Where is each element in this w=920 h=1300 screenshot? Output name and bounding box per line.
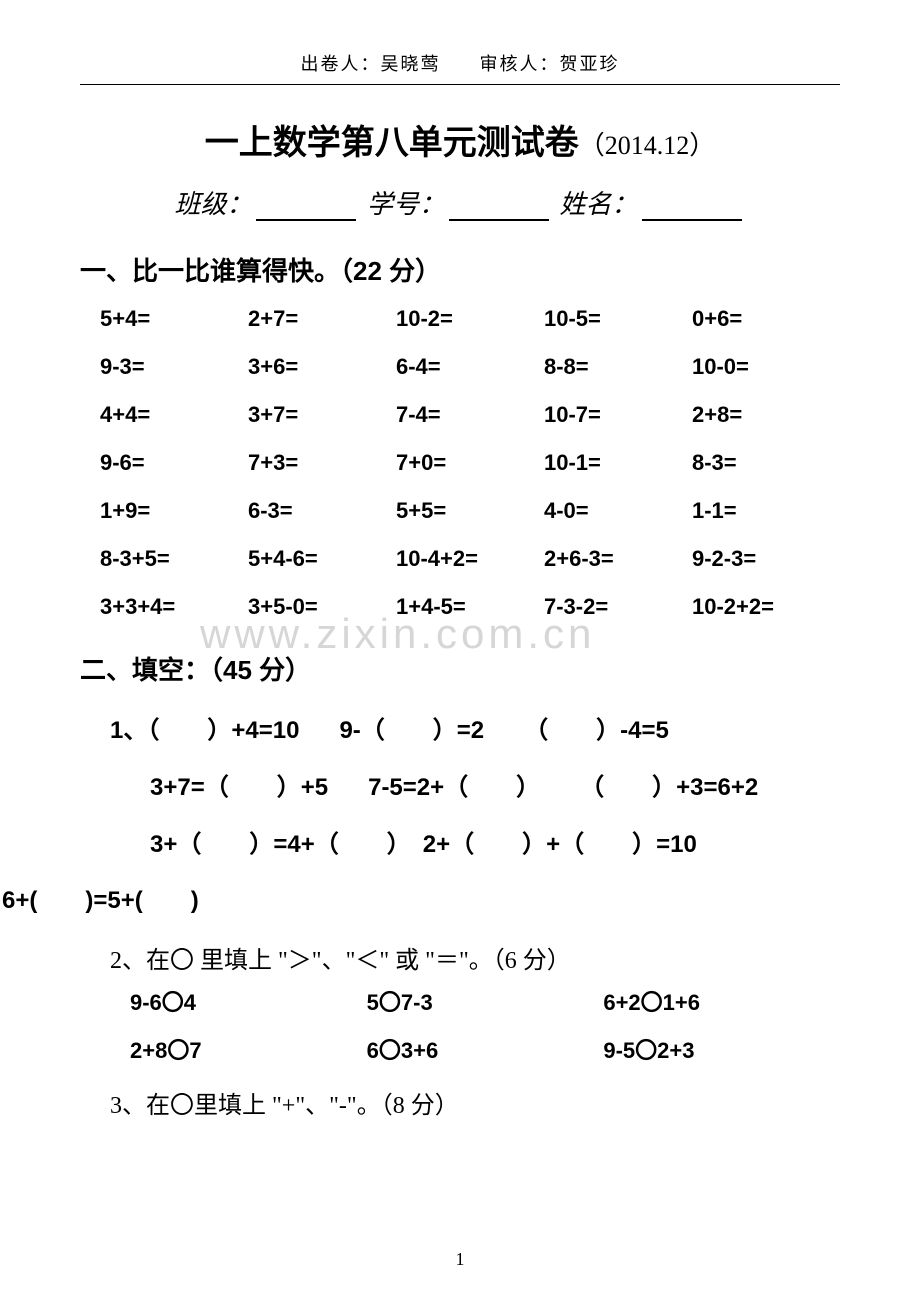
comp-item: 5〇7-3 xyxy=(367,985,604,1017)
q1-r2-2: 7-5=2+（ ） xyxy=(368,762,540,815)
title-row: 一上数学第八单元测试卷（2014.12） xyxy=(80,115,840,164)
calc-item: 10-0= xyxy=(692,354,840,380)
calc-item: 7-4= xyxy=(396,402,544,428)
calc-item: 2+6-3= xyxy=(544,546,692,572)
calc-item: 4+4= xyxy=(100,402,248,428)
section1-points: （22 分） xyxy=(340,256,441,286)
calc-item: 10-1= xyxy=(544,450,692,476)
comp-item: 6〇3+6 xyxy=(367,1033,604,1065)
comp-item: 9-5〇2+3 xyxy=(603,1033,840,1065)
name-label: 姓名： xyxy=(560,190,638,219)
calc-item: 10-2+2= xyxy=(692,594,840,620)
calc-item: 3+7= xyxy=(248,402,396,428)
fill-block-q1: 1、（ ）+4=10 9-（ ）=2 （ ）-4=5 3+7=（ ）+5 7-5… xyxy=(110,705,840,928)
calc-item: 3+6= xyxy=(248,354,396,380)
comp-grid: 9-6〇4 5〇7-3 6+2〇1+6 2+8〇7 6〇3+6 9-5〇2+3 xyxy=(130,985,840,1065)
calc-item: 7-3-2= xyxy=(544,594,692,620)
calc-grid: 5+4= 2+7= 10-2= 10-5= 0+6= 9-3= 3+6= 6-4… xyxy=(100,306,840,620)
calc-item: 5+5= xyxy=(396,498,544,524)
page-title-date: （2014.12） xyxy=(579,131,716,160)
calc-item: 1+9= xyxy=(100,498,248,524)
page-title: 一上数学第八单元测试卷 xyxy=(205,124,579,162)
calc-item: 10-7= xyxy=(544,402,692,428)
q1-r1-3: （ ）-4=5 xyxy=(524,705,669,758)
calc-item: 10-4+2= xyxy=(396,546,544,572)
reviewer-name: 贺亚珍 xyxy=(560,54,620,74)
q3-title: 3、在〇里填上 "+"、"-"。（8 分） xyxy=(110,1085,840,1120)
calc-item: 0+6= xyxy=(692,306,840,332)
calc-item: 9-2-3= xyxy=(692,546,840,572)
comp-item: 6+2〇1+6 xyxy=(603,985,840,1017)
id-blank xyxy=(449,199,549,221)
calc-item: 8-8= xyxy=(544,354,692,380)
calc-item: 8-3+5= xyxy=(100,546,248,572)
q1-r2-3: （ ）+3=6+2 xyxy=(580,762,758,815)
calc-item: 2+8= xyxy=(692,402,840,428)
q1-row2: 3+7=（ ）+5 7-5=2+（ ） （ ）+3=6+2 xyxy=(150,762,840,815)
info-row: 班级： 学号： 姓名： xyxy=(80,184,840,221)
q2-title: 2、在〇 里填上 "＞"、"＜" 或 "＝"。（6 分） xyxy=(110,940,840,975)
calc-item: 7+0= xyxy=(396,450,544,476)
calc-item: 2+7= xyxy=(248,306,396,332)
page-content: 出卷人：吴晓莺 审核人：贺亚珍 一上数学第八单元测试卷（2014.12） 班级：… xyxy=(0,0,920,1170)
creator-name: 吴晓莺 xyxy=(381,54,441,74)
section1-title: 一、比一比谁算得快。（22 分） xyxy=(80,251,840,288)
name-blank xyxy=(642,199,742,221)
comp-item: 9-6〇4 xyxy=(130,985,367,1017)
q1-r2-1: 3+7=（ ）+5 xyxy=(150,762,328,815)
header-divider xyxy=(80,84,840,85)
header-credits: 出卷人：吴晓莺 审核人：贺亚珍 xyxy=(80,50,840,76)
calc-item: 9-3= xyxy=(100,354,248,380)
q1-row4: 6+( )=5+( ) xyxy=(2,875,840,928)
creator-label: 出卷人： xyxy=(301,54,381,74)
section2-title: 二、填空：（45 分） xyxy=(80,650,840,687)
q1-row3: 3+（ ）=4+（ ） 2+（ ）+（ ）=10 xyxy=(150,819,840,872)
calc-item: 1+4-5= xyxy=(396,594,544,620)
calc-item: 4-0= xyxy=(544,498,692,524)
section2-title-text: 二、填空： xyxy=(80,655,210,685)
calc-item: 8-3= xyxy=(692,450,840,476)
reviewer-label: 审核人： xyxy=(480,54,560,74)
calc-item: 7+3= xyxy=(248,450,396,476)
calc-item: 1-1= xyxy=(692,498,840,524)
calc-item: 9-6= xyxy=(100,450,248,476)
section1-title-text: 一、比一比谁算得快。 xyxy=(80,256,340,286)
class-label: 班级： xyxy=(174,190,252,219)
class-blank xyxy=(256,199,356,221)
calc-item: 10-2= xyxy=(396,306,544,332)
calc-item: 6-3= xyxy=(248,498,396,524)
calc-item: 5+4= xyxy=(100,306,248,332)
calc-item: 3+5-0= xyxy=(248,594,396,620)
q1-r1-1: （ ）+4=10 xyxy=(147,717,299,744)
comp-item: 2+8〇7 xyxy=(130,1033,367,1065)
q1-row1: 1、（ ）+4=10 9-（ ）=2 （ ）-4=5 xyxy=(110,705,840,758)
q1-num: 1、 xyxy=(110,717,147,744)
q1-r1-2: 9-（ ）=2 xyxy=(339,705,484,758)
calc-item: 3+3+4= xyxy=(100,594,248,620)
calc-item: 6-4= xyxy=(396,354,544,380)
section2-points: （45 分） xyxy=(210,655,311,685)
page-number: 1 xyxy=(0,1249,920,1270)
calc-item: 5+4-6= xyxy=(248,546,396,572)
id-label: 学号： xyxy=(367,190,445,219)
calc-item: 10-5= xyxy=(544,306,692,332)
